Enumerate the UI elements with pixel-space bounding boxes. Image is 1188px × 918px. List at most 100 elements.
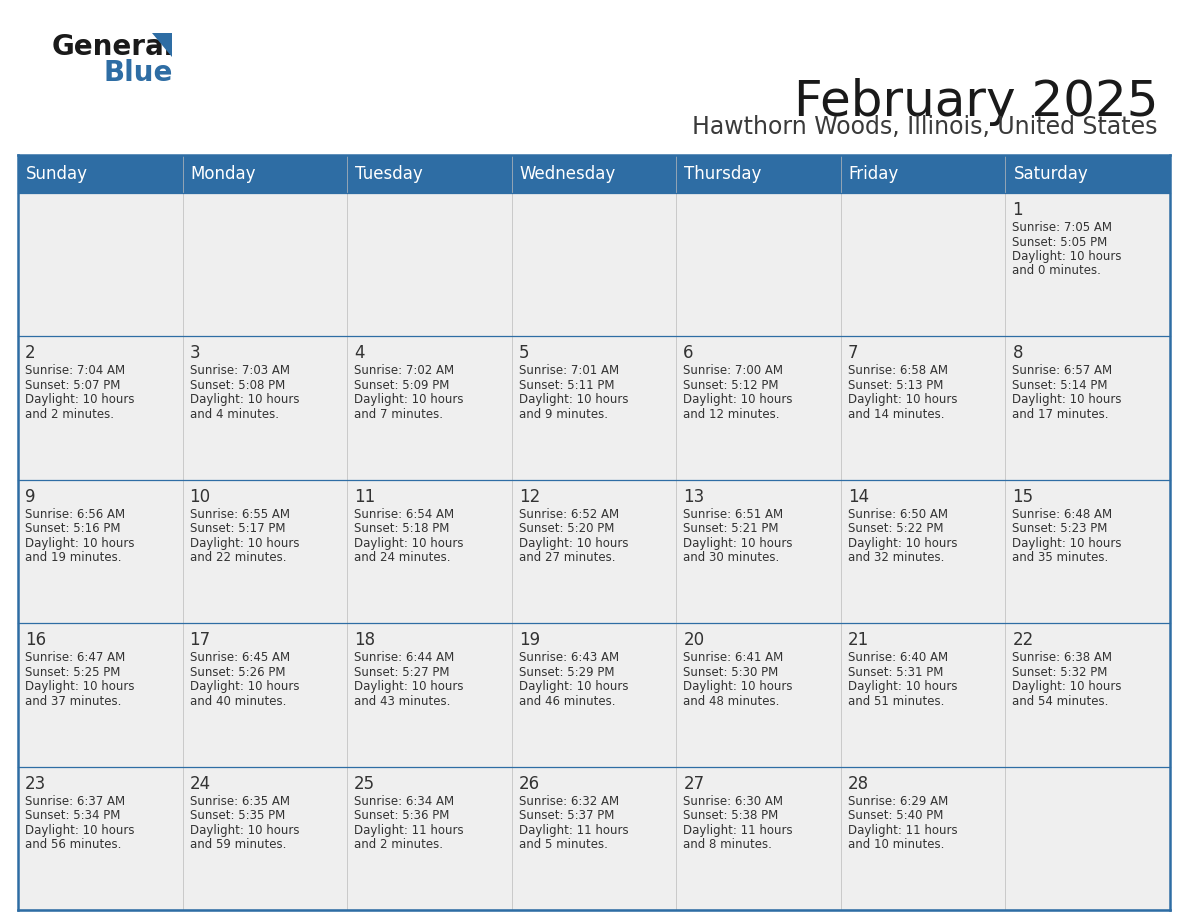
Text: and 10 minutes.: and 10 minutes. <box>848 838 944 851</box>
Bar <box>1005 767 1170 910</box>
Text: Monday: Monday <box>190 165 257 183</box>
Text: 6: 6 <box>683 344 694 363</box>
Text: and 37 minutes.: and 37 minutes. <box>25 695 121 708</box>
Text: Sunset: 5:29 PM: Sunset: 5:29 PM <box>519 666 614 678</box>
Bar <box>183 193 347 336</box>
Text: 9: 9 <box>25 487 36 506</box>
Bar <box>18 155 1170 193</box>
Text: Daylight: 10 hours: Daylight: 10 hours <box>519 680 628 693</box>
Text: and 35 minutes.: and 35 minutes. <box>1012 552 1108 565</box>
Bar <box>183 767 347 910</box>
Text: 15: 15 <box>1012 487 1034 506</box>
Text: 13: 13 <box>683 487 704 506</box>
Bar <box>18 336 183 480</box>
Bar <box>347 767 512 910</box>
Text: Daylight: 10 hours: Daylight: 10 hours <box>25 823 134 836</box>
Bar <box>1005 623 1170 767</box>
Text: Sunset: 5:31 PM: Sunset: 5:31 PM <box>848 666 943 678</box>
Text: 23: 23 <box>25 775 46 792</box>
Text: Sunrise: 6:56 AM: Sunrise: 6:56 AM <box>25 508 125 521</box>
Bar <box>1005 336 1170 480</box>
Text: Wednesday: Wednesday <box>519 165 615 183</box>
Polygon shape <box>152 33 172 57</box>
Bar <box>512 193 676 336</box>
Text: Sunset: 5:23 PM: Sunset: 5:23 PM <box>1012 522 1107 535</box>
Text: Sunrise: 7:03 AM: Sunrise: 7:03 AM <box>190 364 290 377</box>
Text: and 54 minutes.: and 54 minutes. <box>1012 695 1108 708</box>
Text: Sunrise: 7:04 AM: Sunrise: 7:04 AM <box>25 364 125 377</box>
Text: Sunrise: 6:38 AM: Sunrise: 6:38 AM <box>1012 651 1112 665</box>
Text: Daylight: 10 hours: Daylight: 10 hours <box>190 537 299 550</box>
Text: Sunrise: 6:40 AM: Sunrise: 6:40 AM <box>848 651 948 665</box>
Text: Sunrise: 6:29 AM: Sunrise: 6:29 AM <box>848 795 948 808</box>
Text: Sunset: 5:38 PM: Sunset: 5:38 PM <box>683 809 778 823</box>
Text: Sunset: 5:22 PM: Sunset: 5:22 PM <box>848 522 943 535</box>
Bar <box>347 336 512 480</box>
Text: and 14 minutes.: and 14 minutes. <box>848 408 944 420</box>
Text: Daylight: 10 hours: Daylight: 10 hours <box>190 394 299 407</box>
Text: and 19 minutes.: and 19 minutes. <box>25 552 121 565</box>
Text: 24: 24 <box>190 775 210 792</box>
Text: Sunset: 5:34 PM: Sunset: 5:34 PM <box>25 809 120 823</box>
Bar <box>676 193 841 336</box>
Text: Sunset: 5:30 PM: Sunset: 5:30 PM <box>683 666 778 678</box>
Bar <box>841 336 1005 480</box>
Text: Sunset: 5:20 PM: Sunset: 5:20 PM <box>519 522 614 535</box>
Text: 21: 21 <box>848 632 870 649</box>
Text: and 2 minutes.: and 2 minutes. <box>354 838 443 851</box>
Text: Daylight: 10 hours: Daylight: 10 hours <box>848 394 958 407</box>
Text: Daylight: 10 hours: Daylight: 10 hours <box>354 394 463 407</box>
Text: Sunrise: 7:05 AM: Sunrise: 7:05 AM <box>1012 221 1112 234</box>
Text: Sunrise: 6:52 AM: Sunrise: 6:52 AM <box>519 508 619 521</box>
Text: Friday: Friday <box>849 165 899 183</box>
Text: 14: 14 <box>848 487 868 506</box>
Text: and 24 minutes.: and 24 minutes. <box>354 552 450 565</box>
Text: and 27 minutes.: and 27 minutes. <box>519 552 615 565</box>
Text: Sunset: 5:07 PM: Sunset: 5:07 PM <box>25 379 120 392</box>
Text: Sunset: 5:37 PM: Sunset: 5:37 PM <box>519 809 614 823</box>
Text: February 2025: February 2025 <box>794 78 1158 126</box>
Text: 1: 1 <box>1012 201 1023 219</box>
Text: Sunset: 5:12 PM: Sunset: 5:12 PM <box>683 379 779 392</box>
Text: Daylight: 10 hours: Daylight: 10 hours <box>519 537 628 550</box>
Text: Sunrise: 6:34 AM: Sunrise: 6:34 AM <box>354 795 454 808</box>
Text: Sunset: 5:09 PM: Sunset: 5:09 PM <box>354 379 449 392</box>
Text: and 51 minutes.: and 51 minutes. <box>848 695 944 708</box>
Bar <box>18 623 183 767</box>
Text: 8: 8 <box>1012 344 1023 363</box>
Text: Daylight: 10 hours: Daylight: 10 hours <box>1012 250 1121 263</box>
Text: Daylight: 10 hours: Daylight: 10 hours <box>25 394 134 407</box>
Text: Daylight: 10 hours: Daylight: 10 hours <box>1012 394 1121 407</box>
Text: Sunrise: 6:32 AM: Sunrise: 6:32 AM <box>519 795 619 808</box>
Text: 16: 16 <box>25 632 46 649</box>
Text: Sunset: 5:08 PM: Sunset: 5:08 PM <box>190 379 285 392</box>
Bar <box>512 767 676 910</box>
Text: Daylight: 10 hours: Daylight: 10 hours <box>1012 537 1121 550</box>
Bar <box>676 623 841 767</box>
Bar <box>18 193 183 336</box>
Text: Sunset: 5:16 PM: Sunset: 5:16 PM <box>25 522 120 535</box>
Text: Daylight: 11 hours: Daylight: 11 hours <box>848 823 958 836</box>
Text: Sunday: Sunday <box>26 165 88 183</box>
Text: and 32 minutes.: and 32 minutes. <box>848 552 944 565</box>
Text: and 30 minutes.: and 30 minutes. <box>683 552 779 565</box>
Text: Sunrise: 6:37 AM: Sunrise: 6:37 AM <box>25 795 125 808</box>
Text: Sunrise: 6:55 AM: Sunrise: 6:55 AM <box>190 508 290 521</box>
Text: and 2 minutes.: and 2 minutes. <box>25 408 114 420</box>
Text: and 46 minutes.: and 46 minutes. <box>519 695 615 708</box>
Bar <box>18 767 183 910</box>
Text: Saturday: Saturday <box>1013 165 1088 183</box>
Text: Daylight: 11 hours: Daylight: 11 hours <box>683 823 792 836</box>
Text: Daylight: 10 hours: Daylight: 10 hours <box>25 680 134 693</box>
Text: Daylight: 10 hours: Daylight: 10 hours <box>25 537 134 550</box>
Bar <box>512 480 676 623</box>
Text: Sunrise: 7:02 AM: Sunrise: 7:02 AM <box>354 364 454 377</box>
Text: 27: 27 <box>683 775 704 792</box>
Text: Sunrise: 6:51 AM: Sunrise: 6:51 AM <box>683 508 783 521</box>
Text: and 12 minutes.: and 12 minutes. <box>683 408 779 420</box>
Text: Sunset: 5:17 PM: Sunset: 5:17 PM <box>190 522 285 535</box>
Text: and 17 minutes.: and 17 minutes. <box>1012 408 1108 420</box>
Text: Daylight: 11 hours: Daylight: 11 hours <box>519 823 628 836</box>
Bar <box>183 480 347 623</box>
Text: Daylight: 10 hours: Daylight: 10 hours <box>354 537 463 550</box>
